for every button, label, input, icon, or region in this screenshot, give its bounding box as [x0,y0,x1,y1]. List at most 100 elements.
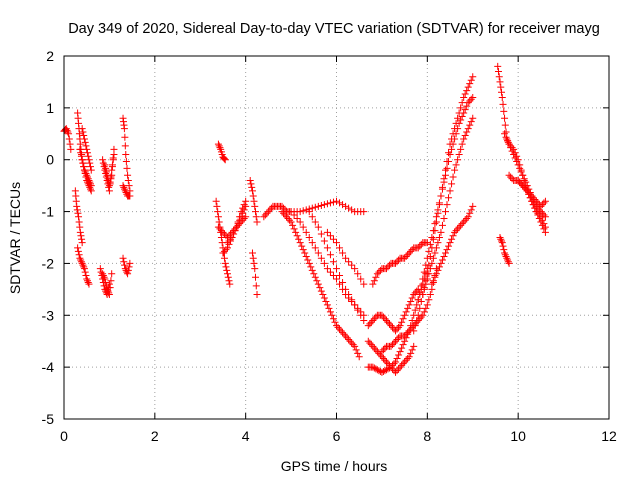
data-point [284,214,292,222]
data-point [389,341,397,349]
data-point [234,220,242,228]
data-point [227,235,235,243]
data-point [348,206,356,214]
data-point [326,199,334,207]
x-axis-label: GPS time / hours [281,458,388,474]
data-point [122,157,130,165]
data-point [425,296,433,304]
data-point [281,211,289,219]
data-point [398,361,406,369]
data-point [455,151,463,159]
data-point [98,272,106,280]
data-point [231,227,239,235]
data-point [458,220,466,228]
data-point [323,200,331,208]
data-point [240,214,248,222]
data-point [354,349,362,357]
data-point [106,178,114,186]
data-point [376,266,384,274]
data-point [100,163,108,171]
data-series-track-k [119,114,134,195]
data-point [364,322,372,330]
data-point [253,291,261,299]
data-point [446,187,454,195]
data-point [389,361,397,369]
data-point [351,301,359,309]
data-point [101,285,109,293]
data-point [86,180,94,188]
data-point [414,296,422,304]
data-point [399,360,407,368]
data-point [85,280,93,288]
chart-title: Day 349 of 2020, Sidereal Day-to-day VTE… [68,21,600,37]
data-point [342,332,350,340]
data-point [449,232,457,240]
data-point [287,208,295,216]
data-point [372,346,380,354]
data-point [296,208,304,216]
data-point [336,199,344,207]
data-point [507,173,515,181]
data-point [333,322,340,330]
data-point [395,323,403,331]
data-point [464,83,472,91]
data-point [438,185,446,193]
data-point [463,128,471,136]
data-point [124,176,132,184]
data-point [375,349,383,357]
data-point [422,280,430,288]
data-point [317,202,325,210]
data-point [455,119,463,127]
data-point [101,161,109,169]
data-point [517,180,525,188]
data-point [494,62,502,70]
data-series-track-y [323,228,368,288]
data-point [426,265,434,273]
data-point [75,213,83,221]
data-point [87,166,95,174]
y-tick-label: 0 [46,152,54,168]
data-point [416,304,424,312]
data-point [445,194,453,202]
data-point [498,88,506,96]
data-series-track-f [78,125,95,174]
data-point [99,156,107,164]
data-point [320,237,328,245]
data-point [237,213,245,221]
data-point [393,335,401,343]
data-point [102,168,110,176]
data-point [336,272,344,280]
data-series-track-h [101,145,118,190]
data-point [355,353,363,361]
data-point [467,118,475,126]
data-point [336,244,344,252]
data-point [379,346,387,354]
data-point [414,285,422,293]
data-point [307,263,315,271]
data-point [119,182,127,190]
data-point [452,227,460,235]
data-series-track-s [246,176,261,226]
data-point [302,253,310,261]
data-point [437,228,445,236]
data-point [402,330,410,338]
data-point [423,275,431,283]
data-point [442,249,449,257]
data-point [102,289,110,297]
data-point [502,253,510,261]
data-point [103,291,111,299]
data-point [504,137,512,145]
data-point [339,278,347,286]
data-point [429,227,437,235]
data-point [540,220,548,228]
data-point [222,263,230,271]
data-point [458,140,466,148]
data-point [469,202,477,210]
data-point [500,107,508,115]
data-point [423,254,431,262]
data-point [429,254,437,262]
data-point [323,301,331,309]
data-point [360,316,368,324]
data-point [508,147,516,155]
